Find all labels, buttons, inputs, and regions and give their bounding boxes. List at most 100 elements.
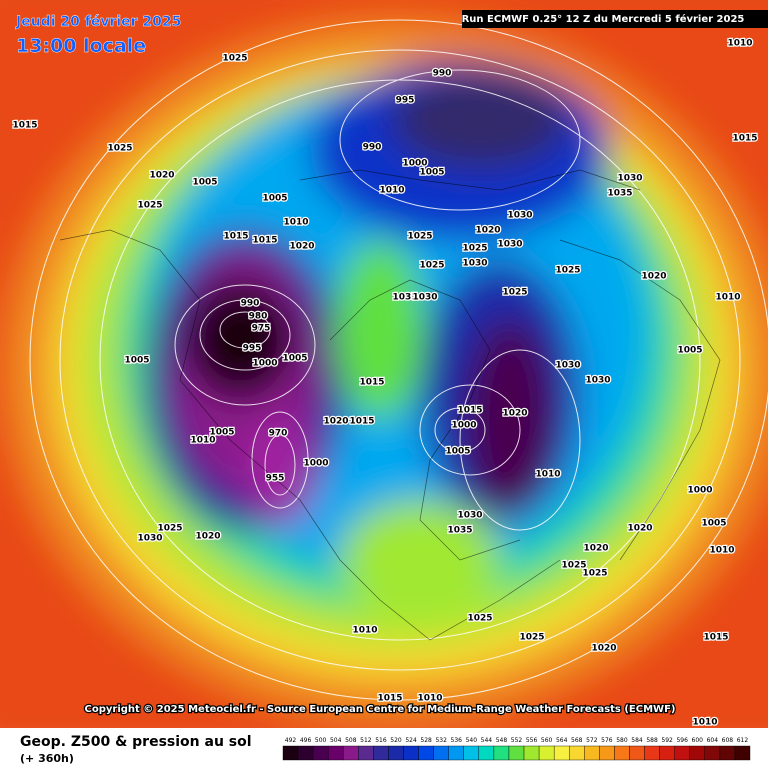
isobar-label: 1005 xyxy=(677,346,702,356)
scale-label: 540 xyxy=(466,737,478,744)
scale-label: 512 xyxy=(360,737,372,744)
scale-label: 520 xyxy=(390,737,402,744)
isobar-label: 1015 xyxy=(377,694,402,704)
isobar-label: 1010 xyxy=(190,436,215,446)
scale-cell xyxy=(704,745,721,761)
forecast-date: Jeudi 20 février 2025 xyxy=(15,14,181,30)
isobar-label: 1010 xyxy=(692,718,717,728)
scale-label: 580 xyxy=(616,737,628,744)
scale-cell xyxy=(463,745,480,761)
isobar-label: 1030 xyxy=(497,240,522,250)
isobar-label: 1035 xyxy=(447,526,472,536)
isobar-label: 1025 xyxy=(561,561,586,571)
isobar-label: 1025 xyxy=(555,266,580,276)
color-scale: 492 496 500 504 508 512 516 520 524 528 532 536 540 5… xyxy=(282,737,751,761)
isobar-label: 1025 xyxy=(137,201,162,211)
isobar-label: 1000 xyxy=(687,486,712,496)
scale-cell xyxy=(508,745,525,761)
isobar-label: 1020 xyxy=(583,544,608,554)
scale-label: 564 xyxy=(556,737,568,744)
isobar-label: 1005 xyxy=(262,194,287,204)
isobar-label: 1030 xyxy=(457,511,482,521)
isobar-label: 1005 xyxy=(419,168,444,178)
scale-cell xyxy=(734,745,751,761)
scale-cell xyxy=(523,745,540,761)
scale-cell xyxy=(327,745,344,761)
scale-cell xyxy=(553,745,570,761)
scale-cell xyxy=(719,745,736,761)
scale-label: 604 xyxy=(707,737,719,744)
isobar-label: 1030 xyxy=(462,259,487,269)
forecast-time: 13:00 locale xyxy=(16,35,146,57)
scale-label: 596 xyxy=(676,737,688,744)
isobar-label: 1015 xyxy=(12,121,37,131)
scale-cell xyxy=(674,745,690,761)
scale-label: 612 xyxy=(737,737,749,744)
scale-cell xyxy=(388,745,404,761)
isobar-label: 1010 xyxy=(709,546,734,556)
isobar-label: 1000 xyxy=(303,459,328,469)
scale-label: 552 xyxy=(511,737,523,744)
isobar-label: 1025 xyxy=(502,288,527,298)
scale-label: 536 xyxy=(451,737,463,744)
isobar-label: 1025 xyxy=(467,614,492,624)
isobar-label: 1010 xyxy=(352,626,377,636)
scale-cell xyxy=(584,745,600,761)
isobar-label: 1010 xyxy=(535,470,560,480)
isobar-label: 1010 xyxy=(379,186,404,196)
scale-label: 568 xyxy=(571,737,583,744)
scale-cell xyxy=(493,745,510,761)
scale-label: 588 xyxy=(646,737,658,744)
isobar-label: 1015 xyxy=(359,378,384,388)
scale-label: 508 xyxy=(345,737,357,744)
scale-label: 524 xyxy=(405,737,417,744)
scale-label: 576 xyxy=(601,737,613,744)
isobar-label: 1020 xyxy=(195,532,220,542)
copyright: Copyright © 2025 Meteociel.fr - Source E… xyxy=(85,704,676,715)
isobar-label: 1025 xyxy=(419,261,444,271)
isobar-label: 1025 xyxy=(582,569,607,579)
scale-cell xyxy=(373,745,389,761)
scale-label: 560 xyxy=(541,737,553,744)
scale-cell xyxy=(343,745,359,761)
footer-lead: (+ 360h) xyxy=(20,752,74,765)
scale-cell xyxy=(614,745,630,761)
scale-label: 548 xyxy=(496,737,508,744)
isobar-label: 1025 xyxy=(519,633,544,643)
scale-label: 600 xyxy=(692,737,704,744)
scale-cell xyxy=(433,745,449,761)
isobar-label: 1010 xyxy=(727,39,752,49)
isobar-label: 1020 xyxy=(323,417,348,427)
isobar-label: 1015 xyxy=(252,236,277,246)
scale-label: 496 xyxy=(300,737,312,744)
isobar-label: 1005 xyxy=(192,178,217,188)
isobar-label: 1005 xyxy=(282,354,307,364)
isobar-label: 1015 xyxy=(457,406,482,416)
isobar-label: 1020 xyxy=(289,242,314,252)
isobar-label: 1010 xyxy=(715,293,740,303)
isobar-label: 1020 xyxy=(475,226,500,236)
isobar-label: 970 xyxy=(269,429,288,439)
scale-label: 500 xyxy=(315,737,327,744)
scale-cell xyxy=(569,745,585,761)
scale-label: 608 xyxy=(722,737,734,744)
scale-cell xyxy=(659,745,675,761)
isobar-label: 1015 xyxy=(732,134,757,144)
isobar-label: 1025 xyxy=(462,244,487,254)
isobar-label: 995 xyxy=(243,344,262,354)
isobar-label: 1025 xyxy=(107,144,132,154)
scale-label: 584 xyxy=(631,737,643,744)
isobar-labels: 1025101510251020100510259959909901000100… xyxy=(11,37,759,729)
isobar-label: 1005 xyxy=(445,447,470,457)
scale-cell xyxy=(448,745,464,761)
isobar-label: 1005 xyxy=(701,519,726,529)
isobars xyxy=(29,19,768,701)
isobar-label: 1030 xyxy=(555,361,580,371)
isobar-label: 1035 xyxy=(607,189,632,199)
isobar-label: 1020 xyxy=(627,524,652,534)
isobar-label: 1005 xyxy=(124,356,149,366)
isobar-label: 1020 xyxy=(591,644,616,654)
scale-label: 516 xyxy=(375,737,387,744)
isobar-label: 1025 xyxy=(407,232,432,242)
